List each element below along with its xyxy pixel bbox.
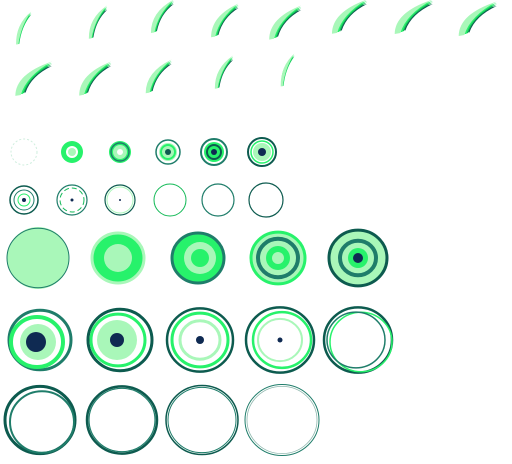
swoosh-frame-7 [395, 0, 433, 34]
large-ring-frame-5 [329, 230, 387, 286]
ring [324, 307, 392, 372]
core [117, 149, 123, 155]
swoosh-frame-13 [281, 54, 295, 87]
core [272, 252, 284, 264]
swoosh-frame-12 [215, 56, 233, 89]
small-ring-frame-4 [156, 140, 180, 164]
swoosh-frame-1 [16, 12, 31, 45]
swoosh-frame-11 [146, 60, 172, 94]
swoosh-frame-5 [269, 6, 301, 40]
core [196, 336, 204, 344]
core [191, 249, 209, 267]
swoosh-frame-3 [151, 0, 174, 33]
large-ring-frame-3 [172, 232, 224, 284]
small-ring-frame-10 [154, 184, 186, 216]
ring [327, 312, 385, 368]
small-ring-frame-12 [249, 183, 283, 217]
small-ring-frame-7 [10, 186, 38, 214]
core [211, 149, 217, 155]
small-ring-frame-3 [109, 141, 131, 163]
large-ring-frame-4 [251, 231, 305, 285]
ring [249, 183, 283, 217]
core [22, 198, 26, 202]
swoosh-frame-8 [459, 2, 497, 37]
ring [154, 184, 186, 216]
swoosh-frame-4 [211, 4, 238, 38]
large-ring-frame-9 [246, 307, 314, 372]
ring [202, 184, 234, 216]
small-ring-frame-9 [105, 185, 135, 215]
large-ring-animation-row [5, 227, 392, 456]
core [71, 199, 74, 202]
small-ring-frame-5 [201, 139, 227, 165]
large-ring-frame-2 [92, 232, 144, 284]
large-ring-frame-6 [9, 310, 71, 370]
large-ring-frame-8 [167, 308, 233, 371]
core [278, 338, 283, 343]
small-ring-frame-2 [61, 141, 83, 163]
small-ring-frame-1 [11, 139, 37, 165]
large-ring-frame-7 [88, 309, 152, 370]
small-ring-frame-11 [202, 184, 234, 216]
large-ring-frame-1 [7, 227, 69, 289]
core [353, 253, 363, 263]
swoosh-frame-9 [15, 62, 52, 96]
swoosh-frame-6 [332, 0, 367, 34]
core [165, 149, 171, 155]
ring [247, 386, 317, 453]
small-ring-animation-row [10, 138, 283, 217]
ring [10, 391, 74, 452]
ring [87, 386, 157, 453]
core [258, 148, 266, 156]
large-ring-frame-12 [87, 386, 157, 453]
core [104, 244, 132, 272]
large-ring-frame-10 [324, 307, 392, 372]
large-ring-frame-14 [245, 384, 319, 455]
core [110, 333, 124, 347]
large-ring-frame-13 [166, 385, 238, 454]
large-ring-frame-11 [5, 386, 75, 453]
ring [245, 384, 319, 455]
swoosh-frame-2 [89, 6, 107, 39]
swoosh-animation-row [15, 0, 496, 96]
swoosh-frame-10 [79, 62, 111, 96]
ring [166, 385, 238, 454]
ring [11, 139, 37, 165]
small-ring-frame-6 [248, 138, 276, 166]
core [68, 148, 76, 156]
small-ring-frame-8 [57, 185, 87, 215]
core [119, 199, 121, 201]
core [26, 332, 46, 352]
ring [89, 388, 155, 451]
ring [168, 387, 236, 452]
